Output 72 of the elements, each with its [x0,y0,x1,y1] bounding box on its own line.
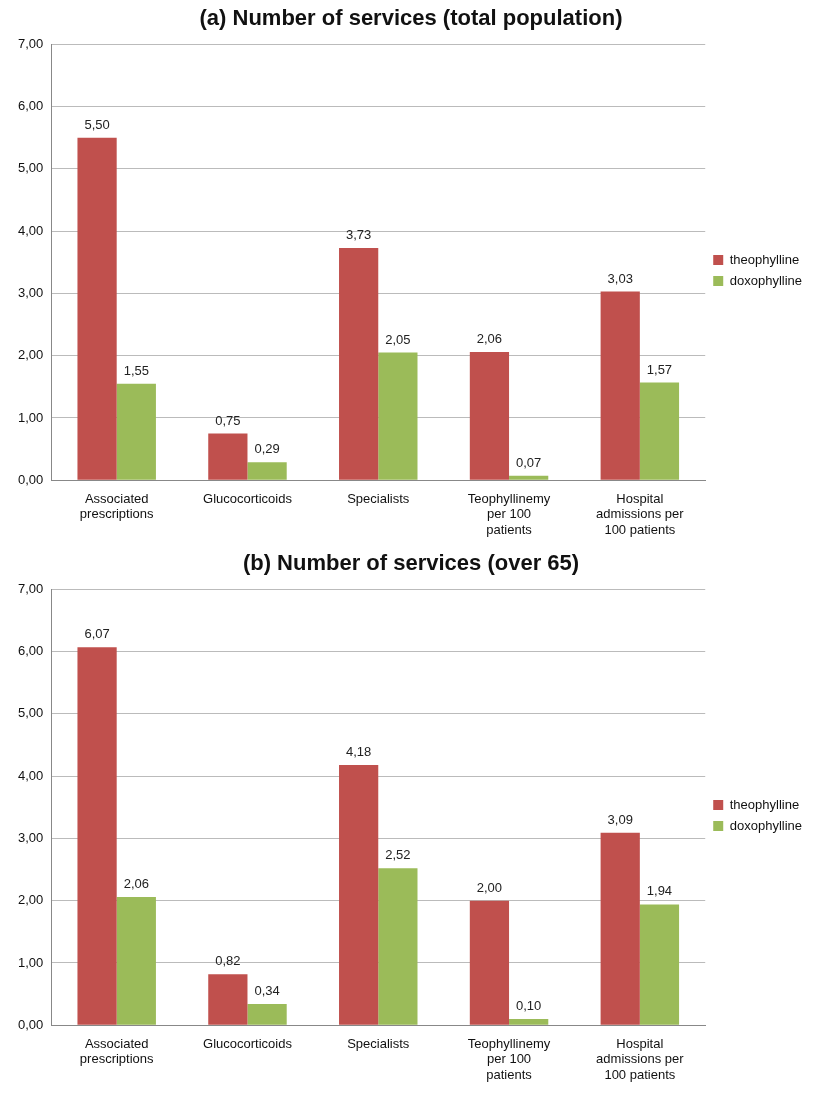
bar [77,137,117,480]
data-label: 1,55 [123,362,149,378]
data-label: 1,57 [646,361,673,377]
y-tick-label: 2,00 [17,347,44,363]
bar [469,900,510,1025]
x-tick-label: Associated prescriptions [79,490,155,522]
bar [600,291,640,480]
bar [378,868,418,1025]
y-tick-label: 6,00 [17,98,44,114]
data-label: 3,09 [607,811,633,827]
bar [247,462,287,480]
bar [469,351,510,480]
chart-title: (b) Number of services (over 65) [242,550,580,576]
data-label: 6,07 [84,626,110,642]
y-tick-label: 3,00 [17,285,44,301]
y-tick-label: 1,00 [17,954,44,970]
y-tick-label: 7,00 [17,35,44,51]
data-label: 2,05 [385,331,411,347]
x-tick-label: Teophyllinemy per 100 patients [467,490,551,537]
bar [339,247,379,480]
legend-label: theophylline [729,251,800,267]
legend-label: doxophylline [729,272,803,288]
bar [639,904,680,1025]
y-tick-label: 3,00 [17,830,44,846]
x-tick-label: Teophyllinemy per 100 patients [467,1035,551,1082]
bar [116,383,156,480]
bar [116,896,156,1025]
y-tick-label: 0,00 [17,1016,44,1032]
data-label: 0,07 [516,454,542,470]
data-label: 1,94 [646,883,673,899]
data-label: 2,06 [123,876,149,892]
data-label: 2,06 [476,331,503,347]
bar [77,647,117,1025]
data-label: 0,75 [215,412,241,428]
x-tick-label: Specialists [347,490,410,506]
y-tick-label: 6,00 [17,643,44,659]
y-tick-label: 2,00 [17,892,44,908]
bar [639,382,680,480]
chart-title: (a) Number of services (total population) [199,5,623,31]
legend-label: doxophylline [729,817,803,833]
bar [600,832,640,1025]
x-tick-label: Glucocorticoids [203,1035,293,1051]
y-tick-label: 4,00 [17,222,44,238]
data-label: 2,52 [385,847,411,863]
data-label: 0,10 [516,998,542,1014]
y-tick-label: 5,00 [17,160,44,176]
data-label: 4,18 [345,744,372,760]
y-tick-label: 4,00 [17,767,44,783]
bar [378,352,418,480]
x-tick-label: Hospital admissions per 100 patients [596,490,685,537]
x-tick-label: Specialists [347,1035,410,1051]
x-tick-label: Glucocorticoids [203,490,293,506]
legend-label: theophylline [729,796,800,812]
bar [247,1004,287,1025]
bar [208,433,248,480]
y-tick-label: 1,00 [17,409,44,425]
data-label: 0,82 [215,953,241,969]
x-tick-label: Hospital admissions per 100 patients [596,1035,685,1082]
bar [208,974,248,1025]
data-label: 3,73 [345,227,372,243]
data-label: 0,29 [254,441,280,457]
y-tick-label: 7,00 [17,580,44,596]
data-label: 5,50 [84,116,110,132]
data-label: 2,00 [476,879,503,895]
bar [509,1018,549,1025]
data-label: 3,03 [607,270,633,286]
bar [509,475,549,480]
bar [339,764,379,1025]
y-tick-label: 0,00 [17,471,44,487]
x-tick-label: Associated prescriptions [79,1035,155,1067]
y-tick-label: 5,00 [17,705,44,721]
data-label: 0,34 [254,983,280,999]
